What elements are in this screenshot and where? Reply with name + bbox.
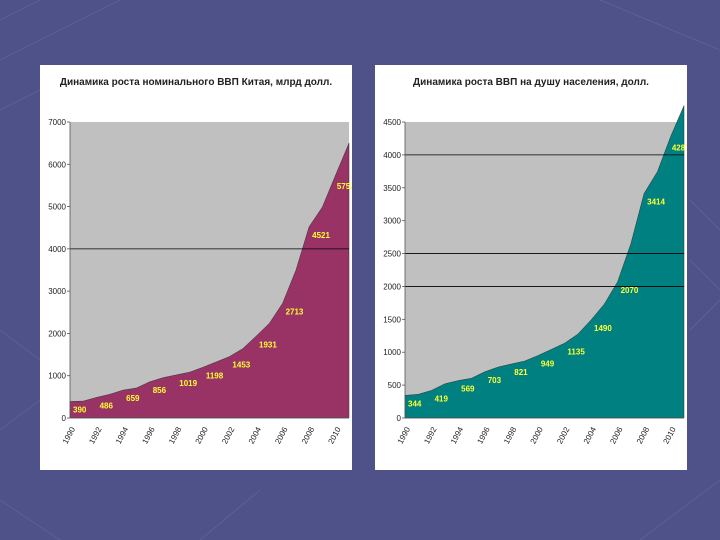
x-tick-label: 1994 (114, 425, 131, 445)
data-label: 1931 (259, 340, 277, 349)
y-tick-label: 1000 (48, 372, 66, 381)
y-tick-label: 2500 (383, 250, 401, 259)
chart-title: Динамика роста номинального ВВП Китая, м… (59, 77, 333, 88)
x-tick-label: 2002 (220, 425, 237, 445)
y-tick-label: 0 (397, 414, 402, 423)
x-tick-label: 1992 (87, 425, 104, 445)
chart-svg-gdp: 0 1000 2000 3000 4000 5000 6000 7000 1990 1992 199… (48, 118, 352, 445)
data-label: 344 (408, 399, 422, 408)
y-tick-label: 0 (62, 414, 67, 423)
chart-svg-gdp-per-capita: 0 500 1000 1500 2000 2500 3000 3500 4000 4500 1990… (383, 105, 687, 445)
data-label: 569 (461, 385, 475, 394)
y-tick-label: 1500 (383, 315, 401, 324)
x-tick-label: 1994 (449, 425, 466, 445)
data-label: 4521 (312, 231, 330, 240)
data-label: 1453 (232, 361, 250, 370)
data-label: 1490 (594, 324, 612, 333)
data-label: 856 (153, 386, 167, 395)
data-label: 821 (514, 368, 528, 377)
y-tick-label: 1000 (383, 348, 401, 357)
x-tick-label: 2004 (582, 425, 599, 445)
y-tick-label: 3500 (383, 184, 401, 193)
x-tick-label: 2010 (326, 425, 343, 445)
data-label: 5752 (337, 182, 352, 191)
y-tick-label: 3000 (48, 287, 66, 296)
x-tick-label: 1998 (502, 425, 519, 445)
x-tick-label: 1998 (167, 425, 184, 445)
data-label: 949 (541, 360, 555, 369)
x-tick-label: 1990 (61, 425, 78, 445)
chart-panel-gdp-per-capita: Динамика роста ВВП на душу населения, до… (375, 65, 687, 470)
y-tick-label: 2000 (48, 329, 66, 338)
data-label: 4281 (672, 143, 687, 152)
y-tick-label: 5000 (48, 203, 66, 212)
data-label: 1135 (567, 347, 585, 356)
y-tick-label: 7000 (48, 118, 66, 127)
y-tick-label: 3000 (383, 217, 401, 226)
x-tick-label: 2006 (608, 425, 625, 445)
x-tick-label: 1990 (396, 425, 413, 445)
data-label: 486 (100, 401, 114, 410)
x-tick-label: 2010 (661, 425, 678, 445)
x-tick-label: 2000 (529, 425, 546, 445)
y-tick-label: 500 (388, 381, 402, 390)
data-label: 2070 (621, 286, 639, 295)
x-tick-label: 2008 (300, 425, 317, 445)
x-tick-label: 2000 (194, 425, 211, 445)
x-tick-label: 2004 (247, 425, 264, 445)
x-tick-label: 2002 (555, 425, 572, 445)
data-label: 2713 (286, 307, 304, 316)
data-label: 1198 (206, 371, 224, 380)
series-area (69, 143, 350, 419)
data-label: 390 (73, 406, 87, 415)
chart-title: Динамика роста ВВП на душу населения, до… (413, 77, 649, 88)
data-label: 703 (488, 376, 502, 385)
data-label: 3414 (647, 197, 665, 206)
x-tick-label: 2006 (273, 425, 290, 445)
data-label: 1019 (179, 379, 197, 388)
x-tick-label: 1996 (140, 425, 157, 445)
data-label: 659 (126, 394, 140, 403)
series-area (404, 105, 685, 419)
x-tick-label: 1996 (475, 425, 492, 445)
chart-panel-gdp: Динамика роста номинального ВВП Китая, м… (40, 65, 352, 470)
y-tick-label: 4500 (383, 118, 401, 127)
x-tick-label: 1992 (422, 425, 439, 445)
data-label: 419 (435, 394, 449, 403)
y-tick-label: 4000 (48, 245, 66, 254)
y-tick-label: 4000 (383, 151, 401, 160)
y-tick-label: 6000 (48, 160, 66, 169)
x-tick-label: 2008 (635, 425, 652, 445)
y-tick-label: 2000 (383, 282, 401, 291)
